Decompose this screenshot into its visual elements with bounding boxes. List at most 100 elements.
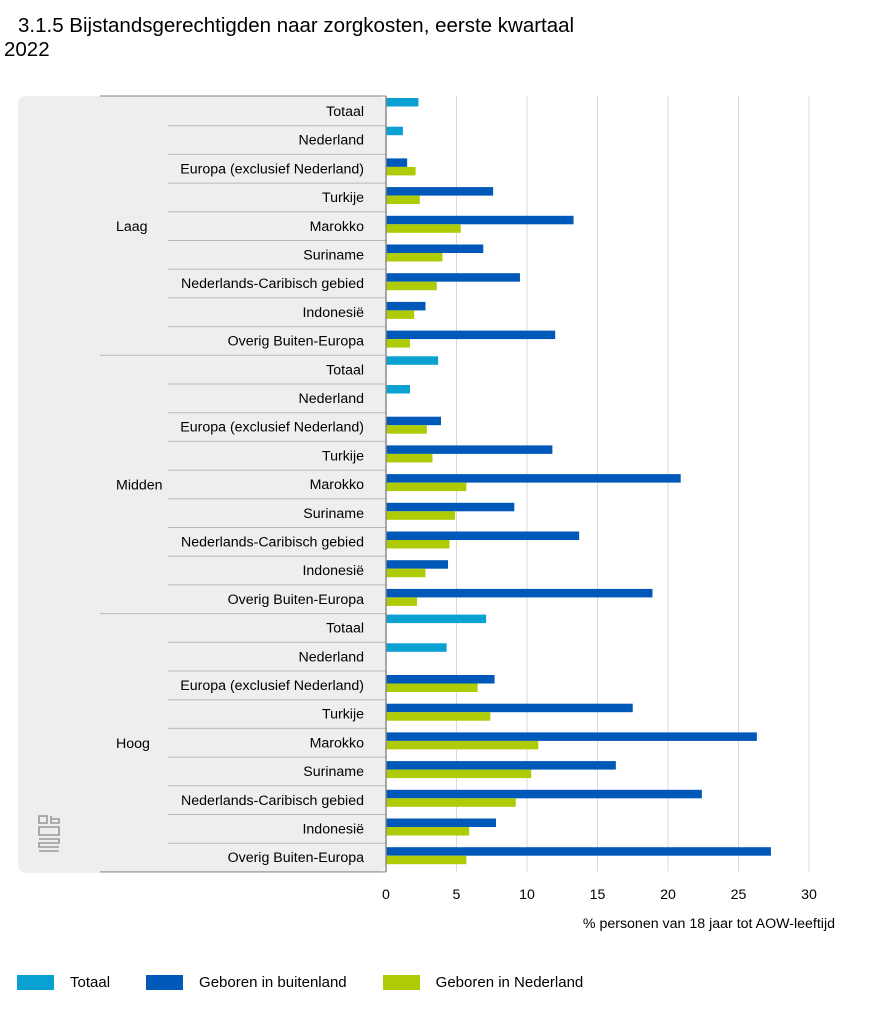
row-label: Totaal xyxy=(326,621,364,637)
bar-buitenland xyxy=(386,273,520,282)
bar-nederland xyxy=(386,540,450,549)
x-tick-label: 10 xyxy=(519,887,535,903)
row-label: Indonesië xyxy=(302,305,364,321)
group-label: Hoog xyxy=(116,736,150,752)
bar-nederland xyxy=(386,568,426,578)
row-label: Indonesië xyxy=(302,822,364,838)
legend-label: Totaal xyxy=(70,974,111,991)
bar-buitenland xyxy=(386,158,408,167)
row-label: Totaal xyxy=(326,362,364,378)
x-tick-label: 5 xyxy=(453,887,461,903)
bar-totaal xyxy=(386,614,487,624)
bar-buitenland xyxy=(386,789,702,799)
bar-totaal xyxy=(386,98,419,107)
legend: Totaal Geboren in buitenland Geboren in … xyxy=(17,974,619,991)
row-label: Suriname xyxy=(303,506,364,522)
legend-swatch-nederland xyxy=(382,975,420,990)
bar-nederland xyxy=(386,339,410,348)
row-label: Marokko xyxy=(310,219,365,235)
legend-label: Geboren in Nederland xyxy=(435,974,584,991)
row-label: Marokko xyxy=(310,735,365,751)
bar-buitenland xyxy=(386,818,496,827)
cbs-logo-icon xyxy=(38,815,60,852)
row-label: Marokko xyxy=(310,477,365,493)
bar-nederland xyxy=(386,425,427,434)
bar-buitenland xyxy=(386,588,653,598)
bar-nederland xyxy=(386,740,539,750)
bar-nederland xyxy=(386,281,437,291)
row-label: Europa (exclusief Nederland) xyxy=(180,678,364,694)
row-label: Overig Buiten-Europa xyxy=(228,592,365,608)
legend-item-totaal: Totaal xyxy=(17,974,110,991)
row-label: Turkije xyxy=(322,190,364,206)
bar-totaal xyxy=(386,643,447,652)
x-tick-label: 30 xyxy=(801,887,817,903)
row-label: Indonesië xyxy=(302,563,364,579)
row-label: Turkije xyxy=(322,448,364,464)
bar-nederland xyxy=(386,195,420,205)
row-label: Europa (exclusief Nederland) xyxy=(180,420,364,436)
row-label: Turkije xyxy=(322,707,364,723)
bar-buitenland xyxy=(386,215,574,225)
bar-nederland xyxy=(386,712,491,721)
row-label: Suriname xyxy=(303,248,364,264)
bar-nederland xyxy=(386,224,461,233)
bar-nederland xyxy=(386,855,467,865)
row-label: Nederland xyxy=(299,391,364,407)
bar-buitenland xyxy=(386,675,495,684)
row-label: Nederland xyxy=(299,133,364,149)
bar-totaal xyxy=(386,126,403,136)
bar-buitenland xyxy=(386,416,441,426)
bar-buitenland xyxy=(386,847,771,856)
legend-swatch-totaal xyxy=(17,975,54,990)
bar-chart: Totaal Nederland Europa (exclusief Nederla… xyxy=(18,95,835,932)
bar-buitenland xyxy=(386,244,484,253)
label-panel xyxy=(18,96,385,873)
bar-nederland xyxy=(386,798,516,807)
legend-label: Geboren in buitenland xyxy=(199,974,347,991)
bar-buitenland xyxy=(386,531,580,540)
bar-nederland xyxy=(386,166,416,176)
row-label: Overig Buiten-Europa xyxy=(228,334,365,350)
legend-swatch-buitenland xyxy=(146,975,184,990)
bar-buitenland xyxy=(386,301,426,311)
bar-totaal xyxy=(386,385,410,394)
bar-buitenland xyxy=(386,445,553,454)
bar-buitenland xyxy=(386,474,681,483)
bar-buitenland xyxy=(386,703,633,713)
bar-buitenland xyxy=(386,560,449,569)
bar-buitenland xyxy=(386,732,757,741)
bar-nederland xyxy=(386,453,433,463)
legend-item-nederland: Geboren in Nederland xyxy=(382,974,584,991)
bar-nederland xyxy=(386,482,467,492)
bar-nederland xyxy=(386,769,532,779)
x-tick-label: 15 xyxy=(590,887,606,903)
row-label: Overig Buiten-Europa xyxy=(228,850,365,866)
row-label: Nederlands-Caribisch gebied xyxy=(181,535,364,551)
x-tick-label: 20 xyxy=(660,887,676,903)
group-label: Midden xyxy=(116,477,163,493)
row-label: Nederlands-Caribisch gebied xyxy=(181,276,364,292)
legend-item-buitenland: Geboren in buitenland xyxy=(146,974,347,991)
x-tick-label: 25 xyxy=(731,887,747,903)
row-label: Nederland xyxy=(299,649,364,665)
bar-totaal xyxy=(386,356,439,365)
row-label: Suriname xyxy=(303,764,364,780)
row-label: Totaal xyxy=(326,104,364,120)
bar-buitenland xyxy=(386,502,515,512)
bar-buitenland xyxy=(386,187,494,196)
x-tick-label: 0 xyxy=(382,887,390,903)
group-label: Laag xyxy=(116,219,148,235)
row-label: Nederlands-Caribisch gebied xyxy=(181,793,364,809)
bar-buitenland xyxy=(386,761,616,770)
bar-nederland xyxy=(386,597,418,606)
bar-nederland xyxy=(386,253,443,262)
bar-nederland xyxy=(386,511,456,520)
bar-nederland xyxy=(386,683,478,692)
bar-nederland xyxy=(386,827,470,836)
x-axis-label: % personen van 18 jaar tot AOW-leeftijd xyxy=(583,916,835,932)
bar-buitenland xyxy=(386,330,556,340)
row-label: Europa (exclusief Nederland) xyxy=(180,161,364,177)
bar-nederland xyxy=(386,310,415,319)
chart-title: 3.1.5 Bijstandsgerechtigden naar zorgkos… xyxy=(4,14,575,61)
